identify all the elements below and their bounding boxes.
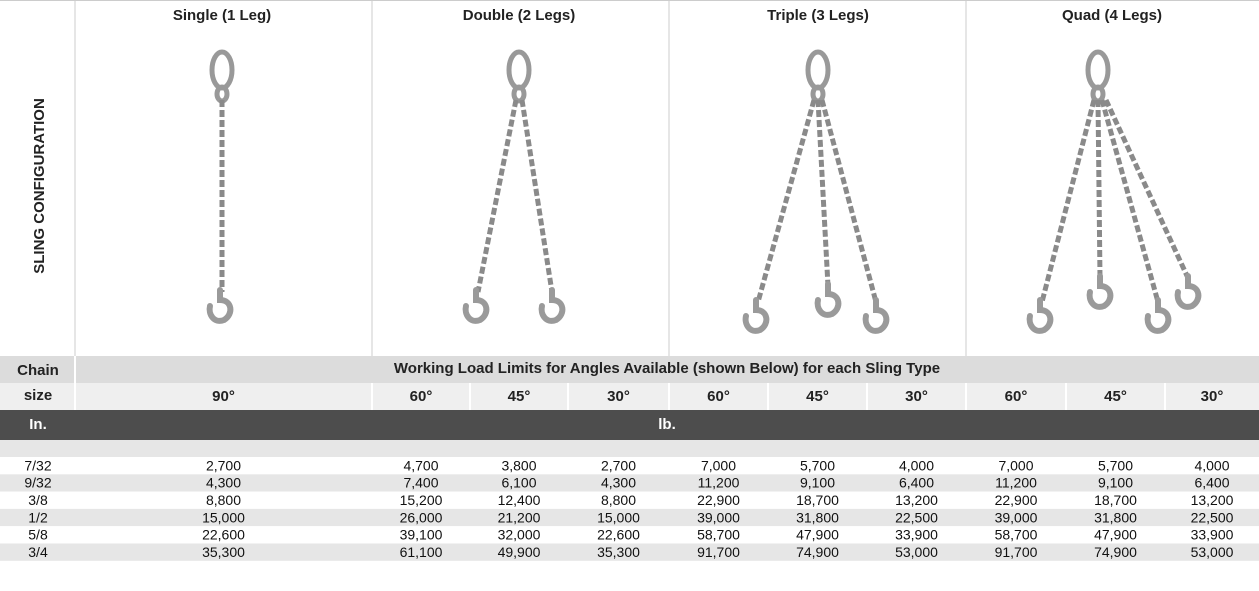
load-limit: 47,900: [796, 527, 839, 543]
load-limit: 53,000: [895, 544, 938, 560]
load-limit: 6,400: [1194, 475, 1229, 491]
chain-size: 3/8: [28, 492, 48, 508]
chain-size: 3/4: [28, 544, 48, 560]
load-limit: 74,900: [796, 544, 839, 560]
load-limit: 13,200: [895, 492, 938, 508]
chain-size: 1/2: [28, 509, 48, 525]
load-limit: 15,000: [202, 509, 245, 525]
load-limit: 39,100: [400, 527, 443, 543]
unit-row: [0, 410, 1259, 440]
angle-header: 60°: [410, 388, 433, 405]
load-limit: 33,900: [1191, 527, 1234, 543]
load-limit: 22,600: [597, 527, 640, 543]
load-limit: 6,400: [899, 475, 934, 491]
configuration-title: Single (1 Leg): [173, 7, 271, 24]
load-limit: 2,700: [206, 457, 241, 473]
load-limit: 5,700: [800, 457, 835, 473]
load-limit: 9,100: [800, 475, 835, 491]
load-limit: 18,700: [1094, 492, 1137, 508]
load-limit: 15,000: [597, 509, 640, 525]
load-limit: 15,200: [400, 492, 443, 508]
angle-header: 30°: [607, 388, 630, 405]
angle-header: 60°: [1005, 388, 1028, 405]
load-limit: 49,900: [498, 544, 541, 560]
load-limit: 4,300: [601, 475, 636, 491]
table-title: Working Load Limits for Angles Available…: [394, 360, 940, 377]
side-label: SLING CONFIGURATION: [31, 98, 48, 274]
load-limit: 4,300: [206, 475, 241, 491]
load-limit: 2,700: [601, 457, 636, 473]
load-limit: 91,700: [995, 544, 1038, 560]
load-limit: 22,500: [1191, 509, 1234, 525]
load-limit: 3,800: [501, 457, 536, 473]
load-limit: 4,000: [1194, 457, 1229, 473]
load-limit: 58,700: [995, 527, 1038, 543]
load-limit: 7,000: [701, 457, 736, 473]
configuration-title: Quad (4 Legs): [1062, 7, 1162, 24]
load-limit: 91,700: [697, 544, 740, 560]
chain-size: 7/32: [24, 457, 51, 473]
angle-header: 30°: [1201, 388, 1224, 405]
load-limit: 47,900: [1094, 527, 1137, 543]
load-limit: 4,700: [403, 457, 438, 473]
config-grid: [0, 0, 1259, 356]
load-limit: 9,100: [1098, 475, 1133, 491]
load-limit: 58,700: [697, 527, 740, 543]
load-limit: 12,400: [498, 492, 541, 508]
load-limit: 22,500: [895, 509, 938, 525]
configuration-title: Double (2 Legs): [463, 7, 576, 24]
load-limit: 21,200: [498, 509, 541, 525]
load-limit: 5,700: [1098, 457, 1133, 473]
chain-size: 5/8: [28, 527, 48, 543]
load-limit: 32,000: [498, 527, 541, 543]
load-limit: 74,900: [1094, 544, 1137, 560]
load-limit: 22,600: [202, 527, 245, 543]
load-limit: 26,000: [400, 509, 443, 525]
load-limit: 35,300: [202, 544, 245, 560]
page: SLING CONFIGURATION Chain size Working L…: [0, 0, 1259, 591]
load-limit: 53,000: [1191, 544, 1234, 560]
load-limit: 8,800: [206, 492, 241, 508]
load-limit: 31,800: [1094, 509, 1137, 525]
chain-size: 9/32: [24, 475, 51, 491]
load-limit: 11,200: [698, 475, 740, 491]
load-limit: 13,200: [1191, 492, 1234, 508]
load-limit: 39,000: [697, 509, 740, 525]
load-limit: 22,900: [697, 492, 740, 508]
load-limit: 7,000: [998, 457, 1033, 473]
chain-label: Chain: [17, 362, 59, 379]
angle-header: 45°: [508, 388, 531, 405]
angle-header: 45°: [806, 388, 829, 405]
load-limit: 6,100: [501, 475, 536, 491]
load-limit: 39,000: [995, 509, 1038, 525]
load-limit: 11,200: [995, 475, 1037, 491]
load-limit: 33,900: [895, 527, 938, 543]
load-limit: 4,000: [899, 457, 934, 473]
load-limit: 35,300: [597, 544, 640, 560]
load-limit: 18,700: [796, 492, 839, 508]
configuration-title: Triple (3 Legs): [767, 7, 869, 24]
angle-header: 60°: [707, 388, 730, 405]
unit-inch: In.: [29, 416, 47, 433]
unit-lb: lb.: [658, 416, 676, 433]
load-limit: 31,800: [796, 509, 839, 525]
angle-header: 30°: [905, 388, 928, 405]
spacer-row: [0, 440, 1259, 457]
load-limit: 22,900: [995, 492, 1038, 508]
angle-header: 90°: [212, 388, 235, 405]
angle-header: 45°: [1104, 388, 1127, 405]
load-limit: 8,800: [601, 492, 636, 508]
load-limit: 7,400: [403, 475, 438, 491]
size-label: size: [24, 387, 52, 404]
load-limit: 61,100: [400, 544, 443, 560]
